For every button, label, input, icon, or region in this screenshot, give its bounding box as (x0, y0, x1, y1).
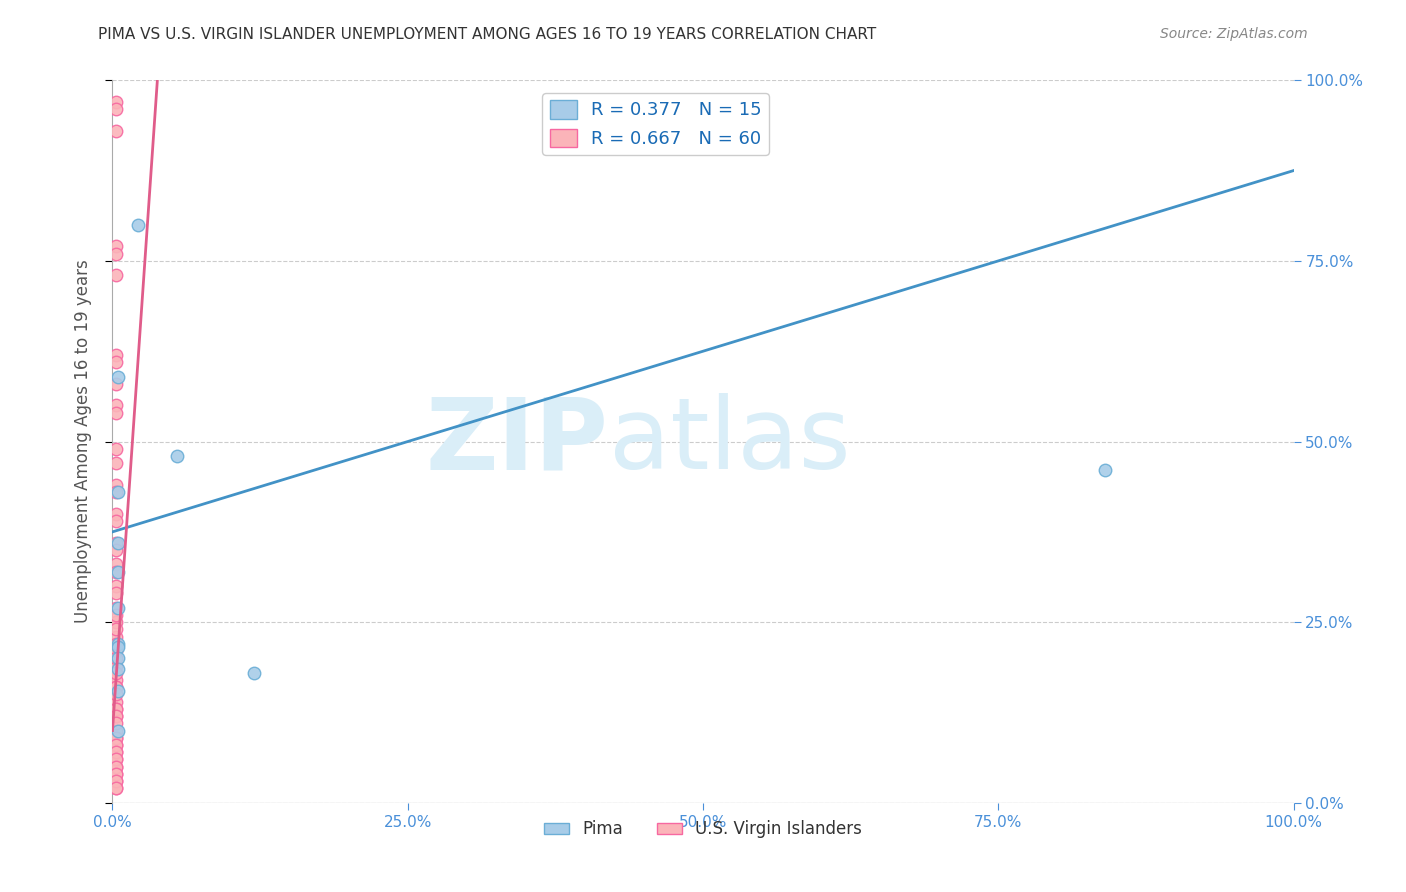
Point (107, 683, 129, 698)
Point (105, 579, 128, 593)
Text: ZIP: ZIP (426, 393, 609, 490)
Text: atlas: atlas (609, 393, 851, 490)
Point (105, 665, 128, 680)
Point (105, 731, 128, 745)
Point (107, 369, 129, 384)
Point (105, 607, 128, 622)
Point (105, 745, 128, 759)
Point (107, 535, 129, 549)
Point (105, 752, 128, 766)
Point (105, 781, 128, 796)
Point (105, 738, 128, 752)
Point (105, 398, 128, 412)
Point (105, 535, 128, 549)
Point (105, 542, 128, 557)
Point (105, 745, 128, 759)
Point (105, 781, 128, 796)
Point (105, 687, 128, 701)
Point (105, 600, 128, 615)
Point (107, 565, 129, 579)
Point (105, 246, 128, 260)
Point (105, 774, 128, 789)
Text: PIMA VS U.S. VIRGIN ISLANDER UNEMPLOYMENT AMONG AGES 16 TO 19 YEARS CORRELATION : PIMA VS U.S. VIRGIN ISLANDER UNEMPLOYMEN… (98, 27, 877, 42)
Point (105, 102, 128, 116)
Point (105, 456, 128, 470)
Point (105, 767, 128, 781)
Point (107, 723, 129, 738)
Point (127, 218, 149, 232)
Point (105, 478, 128, 492)
Point (105, 702, 128, 716)
Point (105, 514, 128, 528)
Point (105, 760, 128, 774)
Point (107, 662, 129, 676)
Point (105, 709, 128, 723)
Point (105, 658, 128, 673)
Point (107, 637, 129, 651)
Point (105, 355, 128, 369)
Point (105, 485, 128, 500)
Point (105, 507, 128, 521)
Point (105, 702, 128, 716)
Point (105, 565, 128, 579)
Point (105, 774, 128, 789)
Point (105, 651, 128, 665)
Point (105, 709, 128, 723)
Point (105, 673, 128, 687)
Point (105, 558, 128, 572)
Point (105, 767, 128, 781)
Point (105, 124, 128, 138)
Point (107, 600, 129, 615)
Point (105, 680, 128, 694)
Point (105, 731, 128, 745)
Point (105, 623, 128, 637)
Point (105, 723, 128, 738)
Point (105, 760, 128, 774)
Y-axis label: Unemployment Among Ages 16 to 19 years: Unemployment Among Ages 16 to 19 years (73, 260, 91, 624)
Point (105, 630, 128, 644)
Legend: Pima, U.S. Virgin Islanders: Pima, U.S. Virgin Islanders (537, 814, 869, 845)
Point (1094, 463, 1116, 477)
Point (105, 268, 128, 283)
Point (105, 752, 128, 766)
Point (105, 644, 128, 658)
Point (105, 716, 128, 731)
Point (105, 680, 128, 694)
Point (105, 406, 128, 420)
Point (105, 586, 128, 600)
Point (105, 637, 128, 651)
Point (107, 640, 129, 655)
Point (105, 442, 128, 456)
Text: Source: ZipAtlas.com: Source: ZipAtlas.com (1160, 27, 1308, 41)
Point (105, 695, 128, 709)
Point (105, 738, 128, 752)
Point (107, 651, 129, 665)
Point (105, 348, 128, 362)
Point (105, 615, 128, 630)
Point (107, 485, 129, 500)
Point (243, 665, 266, 680)
Point (105, 376, 128, 391)
Point (105, 239, 128, 253)
Point (166, 449, 188, 463)
Point (105, 95, 128, 109)
